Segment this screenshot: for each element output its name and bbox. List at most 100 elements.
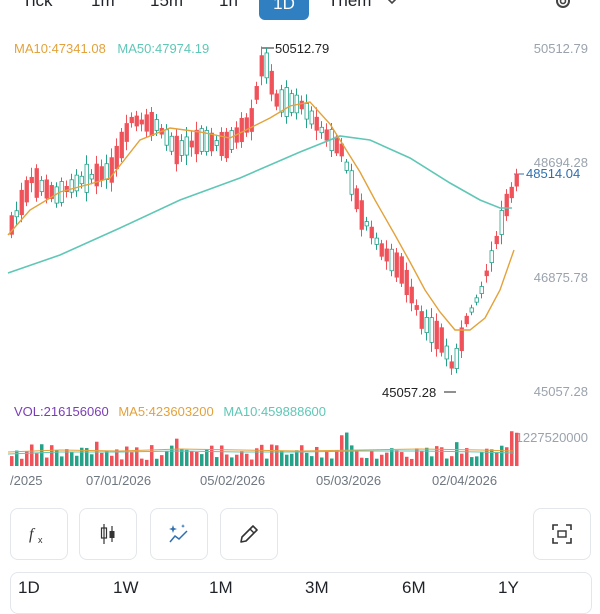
- volume-bar: [65, 449, 69, 466]
- range-1m[interactable]: 1M: [209, 578, 233, 597]
- candle-body: [184, 136, 189, 156]
- candle-body: [299, 100, 304, 110]
- volume-bar: [325, 450, 329, 466]
- volume-bar: [260, 444, 264, 466]
- volume-bar: [370, 451, 374, 466]
- candle-body: [19, 189, 24, 216]
- candle-body: [14, 210, 19, 218]
- candle-body: [439, 327, 444, 353]
- volume-ma5-label: MA5:423603200: [118, 404, 214, 419]
- volume-bar: [145, 459, 149, 466]
- volume-bar: [60, 456, 64, 466]
- candle-body: [374, 237, 379, 245]
- candle-body: [99, 166, 104, 181]
- ai-analysis-button[interactable]: [150, 508, 208, 560]
- candle-body: [484, 270, 489, 277]
- candle-body: [129, 116, 134, 124]
- candle-body: [494, 235, 499, 245]
- candle-body: [204, 130, 209, 152]
- candle-body: [194, 129, 199, 155]
- candle-body: [264, 52, 269, 79]
- tab-1m[interactable]: 1m: [91, 0, 115, 10]
- candle-body: [229, 130, 234, 150]
- candle-body: [444, 345, 449, 360]
- volume-bar: [180, 448, 184, 466]
- chevron-down-icon[interactable]: [385, 0, 399, 8]
- tab-1h[interactable]: 1h: [219, 0, 238, 10]
- tab-more[interactable]: Thêm: [328, 0, 372, 10]
- volume-bar: [515, 432, 519, 466]
- candle-body: [29, 176, 34, 184]
- volume-bar: [280, 450, 284, 466]
- candle-body: [314, 116, 319, 131]
- volume-bar: [105, 450, 109, 466]
- volume-bar: [70, 452, 74, 466]
- candle-body: [74, 174, 79, 192]
- tab-1d[interactable]: 1D: [259, 0, 309, 20]
- ma-legend: MA10:47341.08 MA50:47974.19: [14, 41, 209, 56]
- candle-body: [334, 136, 339, 154]
- tab-tick[interactable]: Tick: [22, 0, 53, 10]
- candle-body: [124, 123, 129, 142]
- candle-body: [134, 115, 139, 127]
- volume-bar: [80, 447, 84, 466]
- candle-body: [279, 89, 284, 113]
- candle-body: [139, 119, 144, 125]
- draw-button[interactable]: [220, 508, 278, 560]
- candle-body: [499, 210, 504, 235]
- candle-body: [174, 135, 179, 165]
- volume-bar: [500, 445, 504, 466]
- range-1d[interactable]: 1D: [18, 578, 40, 597]
- volume-bar: [345, 432, 349, 466]
- candle-body: [269, 70, 274, 95]
- date-label: /2025: [10, 473, 43, 488]
- candle-body: [259, 55, 264, 77]
- candle-body: [69, 179, 74, 193]
- range-3m[interactable]: 3M: [305, 578, 329, 597]
- volume-bar: [460, 453, 464, 466]
- volume-bar: [440, 447, 444, 466]
- low-price-label: 45057.28: [382, 385, 437, 400]
- candle-body: [419, 311, 424, 329]
- volume-bar: [190, 451, 194, 466]
- candle-body: [479, 286, 484, 294]
- volume-bar: [310, 456, 314, 466]
- volume-bar: [50, 445, 54, 466]
- volume-bar: [290, 453, 294, 466]
- volume-bar: [255, 448, 259, 466]
- volume-ma10-line: [7, 450, 515, 455]
- candle-body: [284, 87, 289, 117]
- range-6m[interactable]: 6M: [402, 578, 426, 597]
- tab-15m[interactable]: 15m: [150, 0, 184, 10]
- volume-bar: [485, 448, 489, 466]
- range-1w[interactable]: 1W: [113, 578, 139, 597]
- volume-bar: [135, 447, 139, 466]
- price-axis-label: 46875.78: [533, 270, 588, 285]
- volume-bar: [210, 445, 214, 466]
- gear-icon[interactable]: [552, 0, 574, 12]
- current-price-label: 48514.04: [526, 166, 581, 181]
- ma50-label: MA50:47974.19: [117, 41, 210, 56]
- candlestick-chart[interactable]: [0, 40, 600, 400]
- candle-body: [404, 269, 409, 296]
- volume-bar: [490, 449, 494, 466]
- candle-body: [239, 117, 244, 143]
- volume-bar: [205, 449, 209, 466]
- fullscreen-button[interactable]: [533, 508, 591, 560]
- candle-body: [109, 157, 114, 183]
- volume-chart[interactable]: [0, 420, 600, 470]
- volume-bar: [315, 446, 319, 466]
- volume-bar: [10, 456, 14, 466]
- range-1y[interactable]: 1Y: [498, 578, 519, 597]
- candle-body: [474, 297, 479, 303]
- volume-bar: [90, 454, 94, 466]
- volume-bar: [30, 444, 34, 466]
- volume-bar: [220, 445, 224, 466]
- candle-body: [424, 317, 429, 333]
- volume-bar: [395, 450, 399, 466]
- volume-bar: [385, 452, 389, 466]
- chart-type-button[interactable]: [79, 508, 137, 560]
- volume-bar: [365, 458, 369, 466]
- volume-bar: [335, 450, 339, 466]
